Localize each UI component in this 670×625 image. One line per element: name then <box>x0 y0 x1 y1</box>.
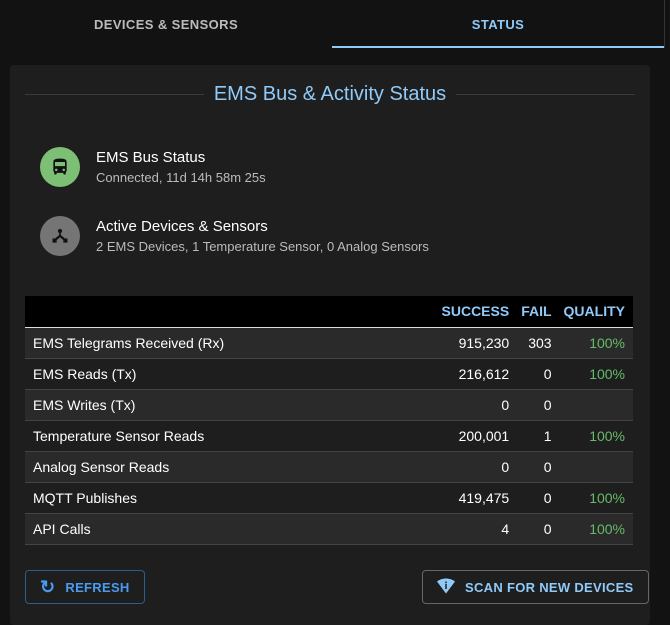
status-subtitle: 2 EMS Devices, 1 Temperature Sensor, 0 A… <box>96 239 429 254</box>
active-devices: Active Devices & Sensors 2 EMS Devices, … <box>40 216 429 256</box>
status-title: Active Devices & Sensors <box>96 218 268 235</box>
success-count: 915,230 <box>437 327 518 359</box>
header-label <box>25 296 438 328</box>
fail-count: 0 <box>517 513 560 545</box>
success-count: 4 <box>437 513 518 545</box>
tab-bar: DEVICES & SENSORS STATUS <box>0 0 665 48</box>
tab-status[interactable]: STATUS <box>332 0 664 48</box>
success-count: 419,475 <box>437 482 518 514</box>
row-label: Temperature Sensor Reads <box>25 420 438 452</box>
success-count: 0 <box>437 451 518 483</box>
refresh-label: REFRESH <box>65 579 130 595</box>
quality: 100% <box>559 327 633 359</box>
table-row: MQTT Publishes 419,475 0 100% <box>25 482 633 514</box>
quality: 100% <box>559 482 633 514</box>
table-row: API Calls 4 0 100% <box>25 513 633 545</box>
scan-button[interactable]: SCAN FOR NEW DEVICES <box>422 570 649 604</box>
fail-count: 0 <box>517 389 560 421</box>
row-label: EMS Writes (Tx) <box>25 389 438 421</box>
quality: 100% <box>559 513 633 545</box>
header-fail: FAIL <box>517 296 560 328</box>
fail-count: 0 <box>517 358 560 390</box>
success-count: 200,001 <box>437 420 518 452</box>
bus-icon <box>40 147 80 187</box>
wifi-info-icon <box>437 578 455 597</box>
quality: 100% <box>559 358 633 390</box>
card-title-text: EMS Bus & Activity Status <box>213 83 447 105</box>
divider <box>25 94 204 95</box>
tab-devices-sensors[interactable]: DEVICES & SENSORS <box>93 16 239 32</box>
row-label: MQTT Publishes <box>25 482 438 514</box>
fail-count: 1 <box>517 420 560 452</box>
refresh-button[interactable]: ↻ REFRESH <box>25 570 145 604</box>
fail-count: 0 <box>517 451 560 483</box>
refresh-icon: ↻ <box>40 576 56 597</box>
quality <box>559 389 633 421</box>
success-count: 0 <box>437 389 518 421</box>
table-row: EMS Writes (Tx) 0 0 <box>25 389 633 421</box>
divider <box>456 94 635 95</box>
row-label: API Calls <box>25 513 438 545</box>
table-row: Temperature Sensor Reads 200,001 1 100% <box>25 420 633 452</box>
row-label: EMS Telegrams Received (Rx) <box>25 327 438 359</box>
status-card: EMS Bus & Activity Status EMS Bus Status… <box>10 65 650 625</box>
table-row: EMS Reads (Tx) 216,612 0 100% <box>25 358 633 390</box>
stats-table: SUCCESS FAIL QUALITY EMS Telegrams Recei… <box>25 296 633 545</box>
header-quality: QUALITY <box>559 296 633 328</box>
quality <box>559 451 633 483</box>
header-success: SUCCESS <box>437 296 518 328</box>
status-subtitle: Connected, 11d 14h 58m 25s <box>96 170 266 185</box>
success-count: 216,612 <box>437 358 518 390</box>
card-title: EMS Bus & Activity Status <box>25 83 635 106</box>
table-row: Analog Sensor Reads 0 0 <box>25 451 633 483</box>
fail-count: 303 <box>517 327 560 359</box>
row-label: Analog Sensor Reads <box>25 451 438 483</box>
fail-count: 0 <box>517 482 560 514</box>
status-title: EMS Bus Status <box>96 149 206 166</box>
table-header: SUCCESS FAIL QUALITY <box>25 296 633 328</box>
ems-bus-status: EMS Bus Status Connected, 11d 14h 58m 25… <box>40 147 266 187</box>
quality: 100% <box>559 420 633 452</box>
table-row: EMS Telegrams Received (Rx) 915,230 303 100… <box>25 327 633 359</box>
row-label: EMS Reads (Tx) <box>25 358 438 390</box>
scan-label: SCAN FOR NEW DEVICES <box>465 579 634 595</box>
device-hub-icon <box>40 216 80 256</box>
